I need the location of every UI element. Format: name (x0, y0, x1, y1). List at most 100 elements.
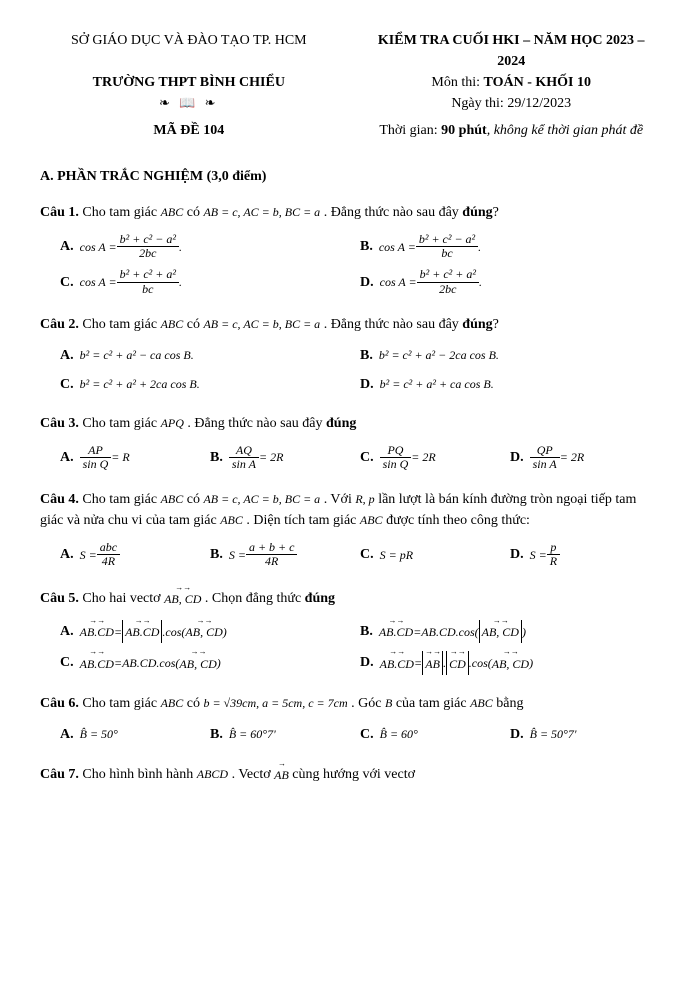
label-d: D. (360, 374, 374, 395)
sym: AB.CD (379, 625, 413, 639)
question-6: Câu 6. Cho tam giác ABC có b = √39cm, a … (40, 693, 660, 714)
q1c-den: bc (117, 283, 179, 296)
q3-options: A.APsin Q = R B.AQsin A = 2R C.PQsin Q =… (60, 440, 660, 475)
q7-abcd: ABCD (197, 767, 228, 781)
q6a: B̂ = 50° (80, 725, 118, 743)
arr: → → (425, 651, 440, 653)
q3c-num: PQ (380, 444, 412, 458)
header-date: Ngày thi: 29/12/2023 (362, 93, 660, 114)
q2-options: A. b² = c² + a² − ca cos B. B.b² = c² + a… (60, 341, 660, 399)
q3a-num: AP (80, 444, 112, 458)
q4-given: AB = c, AC = b, BC = a (203, 492, 320, 506)
q6-t4: của tam giác (392, 696, 470, 711)
q6-t1: Cho tam giác (79, 696, 161, 711)
time-bold: 90 phút (441, 123, 487, 138)
q1b-lhs: cos A = (379, 238, 416, 256)
q4a-den: 4R (97, 555, 120, 568)
q1-abc: ABC (161, 205, 184, 219)
label-d: D. (510, 544, 524, 565)
q5-opt-d: D. → →AB.CD = → →AB.→ →CD. cos(→ →AB, CD… (360, 651, 660, 674)
sym: AB.CD (125, 625, 159, 639)
q3b-rhs: = 2R (259, 448, 283, 466)
header-dept: SỞ GIÁO DỤC VÀ ĐÀO TẠO TP. HCM (40, 30, 338, 72)
label-a: A. (60, 724, 74, 745)
q3-opt-a: A.APsin Q = R (60, 444, 210, 471)
q4a-frac: abc4R (97, 541, 120, 568)
label-c: C. (360, 544, 374, 565)
cos: cos( (165, 623, 185, 641)
q1a-dot: . (179, 238, 182, 256)
q4-opt-b: B.S = a + b + c4R (210, 541, 360, 568)
q5d-abs2: → →CD (446, 651, 469, 674)
q1-opt-a: A. cos A = b² + c² − a²2bc. (60, 233, 360, 260)
q3c-frac: PQsin Q (380, 444, 412, 471)
close: ) (223, 623, 227, 641)
cos: cos( (459, 623, 479, 641)
q2c: b² = c² + a² + 2ca cos B. (80, 375, 200, 393)
header-block: SỞ GIÁO DỤC VÀ ĐÀO TẠO TP. HCM KIỂM TRA … (40, 30, 660, 141)
q1-given: AB = c, AC = b, BC = a (203, 205, 320, 219)
q4b-den: 4R (246, 555, 298, 568)
q2a: b² = c² + a² − ca cos B. (80, 346, 194, 364)
q3-bold: đúng (326, 416, 356, 431)
q1b-num: b² + c² − a² (416, 233, 478, 247)
q4d-frac: pR (547, 541, 560, 568)
label-b: B. (210, 724, 223, 745)
q4-abc2: ABC (220, 513, 243, 527)
q5b-v1: → →AB.CD (379, 620, 413, 643)
q7-vec: →AB (274, 763, 289, 786)
q7-t3: cùng hướng với vectơ (289, 767, 415, 782)
q1-q: ? (493, 205, 499, 220)
question-1: Câu 1. Cho tam giác ABC có AB = c, AC = … (40, 202, 660, 223)
label-a: A. (60, 544, 74, 565)
q4b-num: a + b + c (246, 541, 298, 555)
q2-opt-b: B.b² = c² + a² − 2ca cos B. (360, 345, 660, 366)
q2-prefix: Câu 2. (40, 317, 79, 332)
q3-apq: APQ (161, 416, 184, 430)
subject-value: TOÁN - KHỐI 10 (484, 75, 591, 90)
header-row-3: ❧ 📖 ❧ Ngày thi: 29/12/2023 (40, 93, 660, 114)
q5-bold: đúng (305, 590, 335, 605)
label-c: C. (60, 272, 74, 293)
q5c-v2: → →AB, CD (179, 651, 216, 674)
q5a-abs1: → →AB.CD (122, 620, 162, 643)
q4a-num: abc (97, 541, 120, 555)
q6-prefix: Câu 6. (40, 696, 79, 711)
q4b-frac: a + b + c4R (246, 541, 298, 568)
q5-vecs: → →AB, CD (164, 587, 201, 610)
label-a: A. (60, 345, 74, 366)
sym: AB.CD (380, 657, 414, 671)
q5d-abs1: → →AB (422, 651, 443, 674)
arr: → → (179, 651, 216, 653)
header-row-4: MÃ ĐỀ 104 Thời gian: 90 phút, không kể t… (40, 120, 660, 141)
sym: CD (449, 657, 466, 671)
q4a-s: S = (80, 546, 97, 564)
q1b-frac: b² + c² − a²bc (416, 233, 478, 260)
cos: cos( (472, 654, 492, 672)
q2-bold: đúng (462, 317, 492, 332)
time-label: Thời gian: (379, 123, 441, 138)
q1a-lhs: cos A = (80, 238, 117, 256)
q2-q: ? (493, 317, 499, 332)
sym: AB.CD (80, 625, 114, 639)
q5-t2: . Chọn đẳng thức (201, 590, 304, 605)
sym2: AB.CD (122, 654, 156, 672)
label-b: B. (210, 544, 223, 565)
q5d-v2: → →AB (425, 651, 440, 674)
q1-prefix: Câu 1. (40, 205, 79, 220)
q1c-num: b² + c² + a² (117, 268, 179, 282)
q5d-v3: → →CD (449, 651, 466, 674)
q2-opt-d: D.b² = c² + a² + ca cos B. (360, 374, 660, 395)
label-d: D. (510, 724, 524, 745)
q1-t3: . Đẳng thức nào sau đây (320, 205, 462, 220)
q5c-v1: → →AB.CD (80, 651, 114, 674)
q4-opt-a: A. S = abc4R (60, 541, 210, 568)
q2-abc: ABC (161, 317, 184, 331)
q5-opt-c: C. → →AB.CD = AB.CD. cos(→ →AB, CD) (60, 651, 360, 674)
q3-opt-c: C.PQsin Q = 2R (360, 444, 510, 471)
q1a-num: b² + c² − a² (117, 233, 179, 247)
q1-opt-c: C. cos A = b² + c² + a²bc. (60, 268, 360, 295)
q1c-dot: . (179, 273, 182, 291)
q3-opt-d: D.QPsin A = 2R (510, 444, 660, 471)
q3b-frac: AQsin A (229, 444, 259, 471)
